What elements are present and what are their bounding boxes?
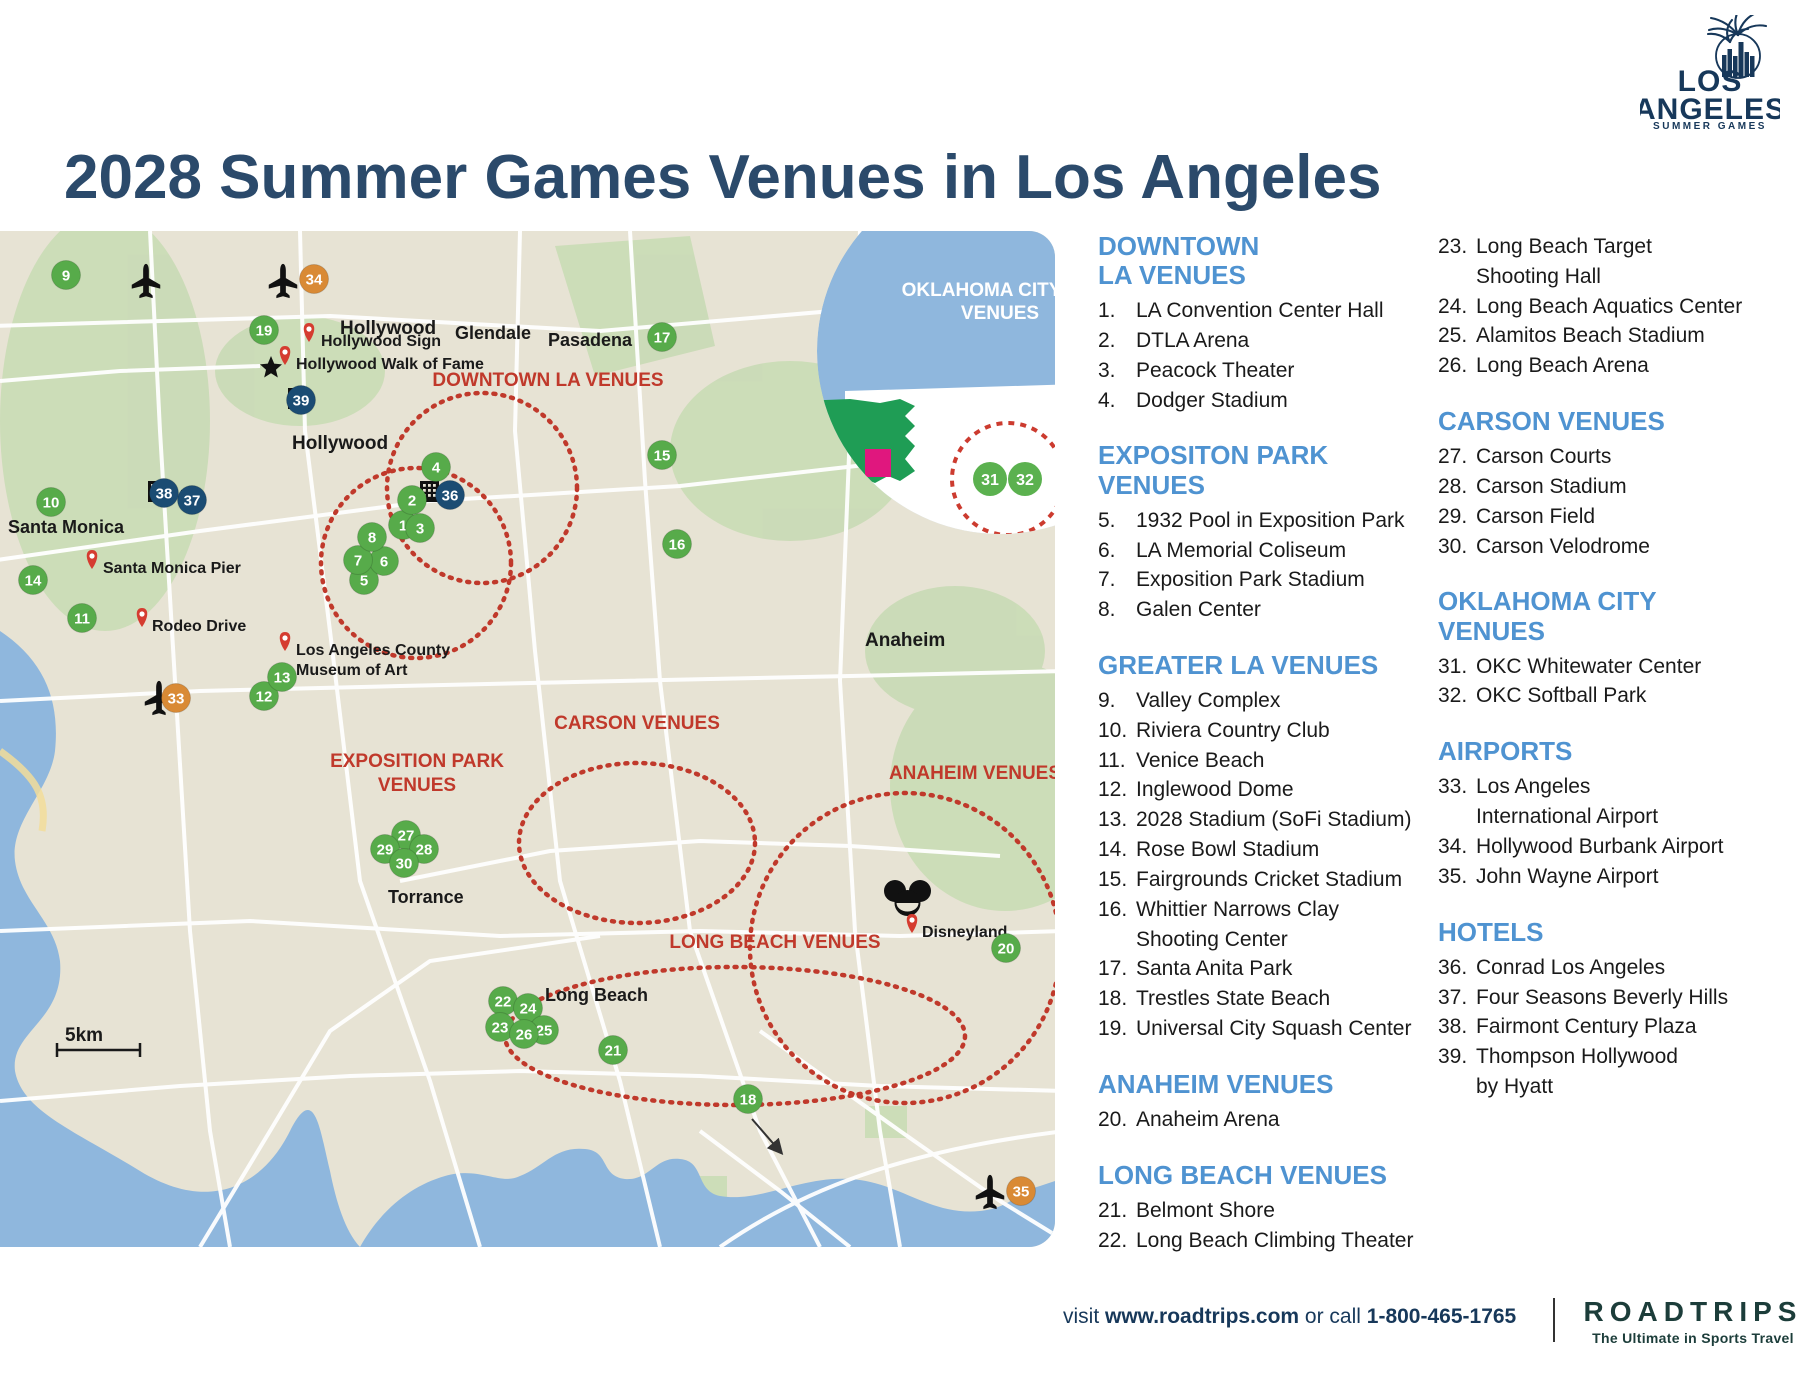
svg-text:9: 9 [62, 268, 70, 285]
svg-text:24: 24 [520, 1001, 537, 1018]
svg-text:16: 16 [669, 537, 686, 554]
svg-text:Hollywood Walk of Fame: Hollywood Walk of Fame [296, 356, 484, 373]
svg-text:7: 7 [354, 553, 362, 570]
svg-text:34: 34 [306, 272, 323, 289]
svg-text:8: 8 [368, 530, 376, 547]
svg-text:ANAHEIM VENUES: ANAHEIM VENUES [889, 763, 1055, 784]
svg-text:11: 11 [74, 611, 90, 628]
svg-text:VENUES: VENUES [378, 775, 456, 796]
svg-text:10: 10 [43, 495, 60, 512]
svg-text:26: 26 [516, 1027, 533, 1044]
svg-text:36: 36 [442, 488, 459, 505]
svg-text:3: 3 [416, 521, 424, 538]
svg-text:Museum of Art: Museum of Art [296, 662, 408, 679]
svg-text:5: 5 [360, 573, 368, 590]
svg-text:38: 38 [156, 486, 173, 503]
svg-text:Rodeo Drive: Rodeo Drive [152, 618, 246, 635]
svg-text:28: 28 [416, 842, 433, 859]
svg-text:Anaheim: Anaheim [865, 630, 945, 651]
svg-text:5km: 5km [65, 1025, 103, 1046]
svg-text:18: 18 [740, 1092, 757, 1109]
svg-text:35: 35 [1013, 1184, 1030, 1201]
svg-text:Pasadena: Pasadena [548, 330, 633, 350]
svg-text:Santa Monica Pier: Santa Monica Pier [103, 560, 241, 577]
svg-text:12: 12 [256, 689, 273, 706]
svg-text:39: 39 [293, 393, 310, 410]
svg-text:30: 30 [396, 856, 413, 873]
svg-text:31: 31 [981, 472, 999, 489]
svg-text:2: 2 [408, 493, 416, 510]
svg-text:Hollywood: Hollywood [292, 433, 388, 454]
svg-text:6: 6 [380, 554, 388, 571]
svg-text:15: 15 [654, 448, 671, 465]
svg-text:21: 21 [605, 1043, 622, 1060]
svg-text:14: 14 [25, 573, 42, 590]
svg-text:23: 23 [492, 1020, 509, 1037]
svg-text:37: 37 [184, 493, 201, 510]
svg-text:Santa Monica: Santa Monica [8, 517, 125, 537]
svg-text:20: 20 [998, 941, 1015, 958]
svg-text:EXPOSITION PARK: EXPOSITION PARK [330, 751, 504, 772]
svg-text:19: 19 [256, 323, 273, 340]
svg-text:33: 33 [168, 691, 185, 708]
svg-text:Hollywood Sign: Hollywood Sign [321, 333, 441, 350]
svg-text:DOWNTOWN LA VENUES: DOWNTOWN LA VENUES [432, 370, 663, 391]
svg-text:VENUES: VENUES [961, 303, 1039, 324]
svg-text:Long Beach: Long Beach [545, 985, 648, 1005]
svg-text:4: 4 [432, 460, 441, 477]
svg-text:Glendale: Glendale [455, 323, 531, 343]
svg-text:32: 32 [1016, 472, 1034, 489]
svg-text:17: 17 [654, 330, 671, 347]
svg-text:13: 13 [274, 670, 291, 687]
svg-text:Los Angeles County: Los Angeles County [296, 642, 450, 659]
svg-text:LONG BEACH VENUES: LONG BEACH VENUES [669, 932, 880, 953]
svg-text:CARSON VENUES: CARSON VENUES [554, 713, 720, 734]
svg-text:OKLAHOMA CITY, OK: OKLAHOMA CITY, OK [902, 280, 1055, 301]
svg-text:22: 22 [495, 994, 512, 1011]
svg-text:Torrance: Torrance [388, 887, 464, 907]
